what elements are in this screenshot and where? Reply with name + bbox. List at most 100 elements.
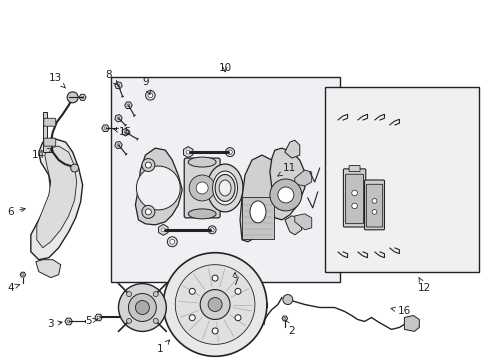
Text: 4: 4: [7, 283, 20, 293]
Bar: [325, 87, 479, 272]
Circle shape: [200, 289, 230, 319]
Text: 2: 2: [285, 320, 295, 336]
Polygon shape: [43, 112, 51, 152]
Circle shape: [196, 182, 208, 194]
Ellipse shape: [188, 157, 216, 167]
Ellipse shape: [213, 171, 238, 205]
Text: 11: 11: [278, 163, 296, 176]
Circle shape: [117, 144, 120, 147]
Polygon shape: [240, 155, 278, 242]
Polygon shape: [285, 216, 302, 235]
Circle shape: [71, 164, 78, 172]
Circle shape: [352, 203, 357, 209]
Text: 3: 3: [48, 319, 62, 329]
Circle shape: [208, 298, 222, 311]
Circle shape: [270, 179, 302, 211]
Text: 1: 1: [157, 340, 170, 354]
FancyBboxPatch shape: [345, 174, 364, 224]
Polygon shape: [122, 129, 129, 136]
Text: 7: 7: [232, 273, 238, 287]
FancyBboxPatch shape: [44, 118, 56, 126]
Circle shape: [142, 159, 155, 171]
Circle shape: [225, 148, 235, 157]
Text: 16: 16: [391, 306, 411, 316]
Polygon shape: [183, 147, 193, 158]
Polygon shape: [295, 170, 312, 186]
Text: 9: 9: [142, 77, 150, 94]
Text: 10: 10: [219, 63, 232, 73]
Circle shape: [278, 187, 294, 203]
Circle shape: [135, 301, 149, 315]
Polygon shape: [270, 148, 305, 220]
Circle shape: [189, 288, 195, 294]
Polygon shape: [404, 315, 419, 332]
FancyBboxPatch shape: [349, 166, 360, 171]
Polygon shape: [115, 114, 122, 122]
FancyBboxPatch shape: [242, 197, 274, 239]
Text: 6: 6: [7, 207, 25, 217]
Circle shape: [235, 315, 241, 321]
Polygon shape: [65, 318, 73, 325]
Polygon shape: [102, 125, 109, 131]
Circle shape: [372, 198, 377, 203]
Circle shape: [189, 175, 215, 201]
FancyBboxPatch shape: [184, 158, 220, 218]
Polygon shape: [285, 140, 300, 158]
Bar: [111, 77, 340, 282]
FancyBboxPatch shape: [44, 138, 56, 146]
Circle shape: [124, 131, 127, 134]
Circle shape: [97, 316, 100, 319]
Polygon shape: [20, 272, 25, 277]
Polygon shape: [95, 314, 102, 321]
Circle shape: [175, 265, 255, 345]
Polygon shape: [79, 94, 86, 100]
Ellipse shape: [188, 209, 216, 219]
FancyBboxPatch shape: [365, 180, 385, 230]
Circle shape: [212, 328, 218, 334]
Circle shape: [153, 318, 158, 323]
Polygon shape: [124, 102, 132, 109]
Circle shape: [128, 293, 156, 321]
Circle shape: [104, 127, 107, 130]
Circle shape: [212, 275, 218, 281]
Circle shape: [372, 210, 377, 214]
Circle shape: [161, 228, 165, 232]
Polygon shape: [115, 82, 122, 89]
Ellipse shape: [219, 180, 231, 196]
Text: 13: 13: [49, 73, 66, 88]
Polygon shape: [135, 148, 182, 225]
Ellipse shape: [250, 201, 266, 223]
Circle shape: [136, 166, 180, 210]
Circle shape: [117, 117, 120, 120]
Circle shape: [170, 239, 175, 244]
Ellipse shape: [207, 164, 243, 212]
Text: 8: 8: [105, 71, 118, 85]
Circle shape: [283, 294, 293, 305]
Circle shape: [146, 91, 155, 100]
Circle shape: [127, 104, 130, 107]
Polygon shape: [159, 224, 168, 235]
Circle shape: [352, 190, 357, 196]
Circle shape: [126, 318, 131, 323]
Circle shape: [81, 96, 84, 99]
Circle shape: [67, 92, 78, 103]
Circle shape: [146, 162, 151, 168]
Text: 5: 5: [85, 316, 98, 327]
Polygon shape: [295, 214, 312, 230]
Circle shape: [235, 288, 241, 294]
Polygon shape: [31, 138, 83, 260]
Circle shape: [167, 237, 177, 247]
Circle shape: [284, 318, 286, 319]
Circle shape: [142, 206, 155, 219]
Polygon shape: [282, 316, 288, 321]
Polygon shape: [36, 260, 61, 278]
FancyBboxPatch shape: [343, 169, 366, 227]
Text: 14: 14: [32, 149, 52, 160]
Circle shape: [163, 253, 267, 356]
Circle shape: [208, 226, 216, 234]
Circle shape: [22, 274, 24, 276]
Circle shape: [117, 84, 120, 87]
Text: 15: 15: [113, 127, 132, 137]
Circle shape: [189, 315, 195, 321]
Text: 12: 12: [417, 277, 431, 293]
